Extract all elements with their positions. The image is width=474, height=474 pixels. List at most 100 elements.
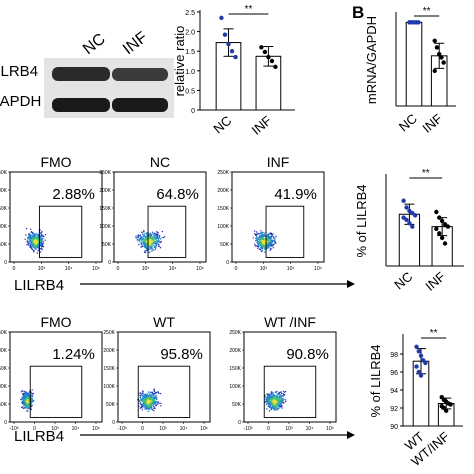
flow-event <box>143 233 146 235</box>
flow-event <box>40 248 42 250</box>
flow-event <box>154 241 156 243</box>
flow-event <box>33 233 36 235</box>
flow-event <box>270 237 272 239</box>
flow-event <box>147 404 149 406</box>
flow-event <box>26 396 28 399</box>
flow-event <box>143 401 146 404</box>
data-point <box>448 402 453 407</box>
flow-event <box>150 234 152 236</box>
significance-label: ** <box>245 4 253 15</box>
flow-y-tick-label: 200K <box>217 188 229 194</box>
flow-event <box>156 233 158 236</box>
flow-event <box>153 400 155 402</box>
flow-event <box>157 239 160 241</box>
flow-event <box>279 395 281 397</box>
flow-event <box>35 237 37 239</box>
flow-event <box>27 399 29 401</box>
flow-plot-frame <box>113 171 207 263</box>
category-label: NC <box>210 113 234 137</box>
flow-event <box>31 401 33 403</box>
flow-event <box>148 241 150 243</box>
data-point <box>226 41 231 47</box>
flow-event <box>24 391 26 393</box>
flow-event <box>270 401 272 403</box>
flow-event <box>151 406 153 409</box>
flow-event <box>42 237 44 240</box>
flow-event <box>142 390 144 392</box>
flow-event <box>267 394 269 397</box>
flow-event <box>260 243 262 245</box>
flow-event <box>280 403 282 405</box>
flow-event <box>135 235 137 237</box>
flow-event <box>157 245 160 247</box>
flow-event <box>142 397 144 399</box>
flow-event <box>139 234 142 236</box>
flow-event <box>156 239 158 241</box>
data-point <box>416 369 421 375</box>
flow-event <box>36 246 39 248</box>
flow-event <box>256 238 258 240</box>
flow-panel-title: FMO <box>40 154 71 170</box>
flow-event <box>143 230 145 232</box>
flow-event <box>263 247 266 249</box>
flow-gate-percent: 1.24% <box>52 346 95 363</box>
flow-event <box>260 230 262 232</box>
flow-gate-percent: 41.9% <box>274 186 317 203</box>
flow-event <box>39 232 42 234</box>
flow-event <box>276 409 278 411</box>
flow-event <box>142 404 145 407</box>
flow-event <box>145 246 147 248</box>
flow-event <box>285 399 287 401</box>
flow-event <box>148 247 150 249</box>
data-point <box>233 54 238 60</box>
flow-event <box>283 394 285 396</box>
flow-event <box>152 400 154 402</box>
flow-event <box>283 398 285 400</box>
y-axis-label: relative ratio <box>172 26 187 97</box>
flow-x-tick-label: 0 <box>13 266 16 272</box>
flow-event <box>149 397 151 399</box>
data-point <box>412 213 418 218</box>
flow-gate <box>137 365 191 418</box>
flow-y-tick-label: 250K <box>99 170 111 176</box>
y-tick-label: 0 <box>191 108 195 115</box>
flow-event <box>143 235 146 237</box>
flow-event <box>142 233 144 236</box>
flow-x-tick-label: 10⁴ <box>287 266 295 272</box>
flow-plot-frame <box>231 171 325 263</box>
flow-event <box>154 236 156 238</box>
flow-event <box>160 402 162 404</box>
flow-x-tick-label: 10⁵ <box>92 426 100 432</box>
flow-event <box>144 404 146 407</box>
flow-event <box>267 247 269 249</box>
flow-event <box>35 243 38 245</box>
flow-event <box>153 244 155 247</box>
flow-event <box>140 399 142 401</box>
flow-axis-arrow-head <box>347 280 355 288</box>
flow-event <box>263 240 265 242</box>
flow-event <box>276 393 278 396</box>
y-tick-label: 2.0 <box>185 30 195 37</box>
flow-event <box>26 243 28 246</box>
significance-label: ** <box>430 328 438 339</box>
flow-event <box>141 245 143 248</box>
flow-event <box>139 402 142 404</box>
flow-event <box>143 241 145 244</box>
bar-chart-relative-ratio: 0 0.5 1.0 1.5 2.0 2.5 relative ratio NC INF ** <box>172 4 295 138</box>
flow-event <box>151 393 154 396</box>
flow-y-tick-label: 150K <box>229 366 241 372</box>
flow-event <box>139 392 141 394</box>
y-tick-label: 98 <box>390 352 398 359</box>
flow-y-tick-label: 200K <box>0 348 8 354</box>
flow-row-1: 250K200K150K100K50K0010³10⁴10⁵FMO2.88%25… <box>0 154 325 272</box>
flow-event <box>285 400 287 403</box>
flow-event <box>154 242 156 244</box>
flow-event <box>270 403 272 405</box>
flow-event <box>156 231 158 233</box>
flow-event <box>270 242 272 244</box>
flow-event <box>267 397 269 400</box>
flow-event <box>158 240 160 242</box>
flow-event <box>158 402 160 405</box>
flow-event <box>269 249 271 252</box>
flow-y-tick-label: 100K <box>103 384 115 390</box>
